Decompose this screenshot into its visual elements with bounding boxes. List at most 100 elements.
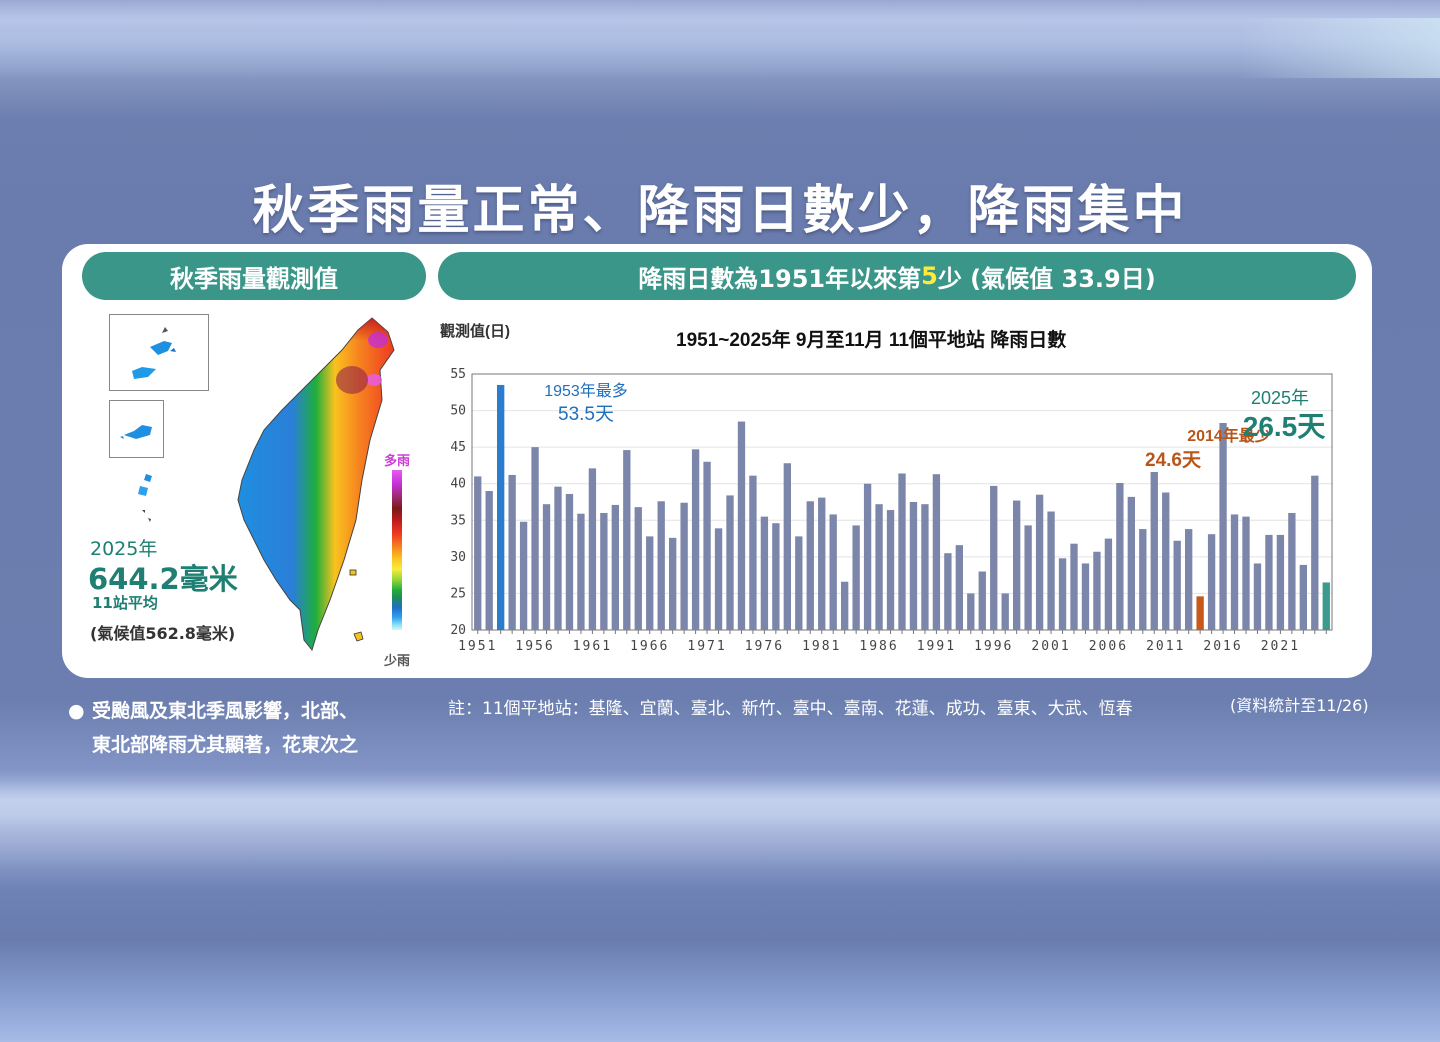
data-bar (783, 463, 792, 630)
data-bar (657, 501, 665, 630)
data-bar (542, 504, 551, 630)
map-inset-penghu (109, 314, 209, 391)
x-tick-label: 2016 (1203, 639, 1242, 654)
data-bar (909, 502, 918, 630)
data-bar (1012, 500, 1021, 630)
station-footnote: 註：11個平地站：基隆、宜蘭、臺北、新竹、臺中、臺南、花蓮、成功、臺東、大武、恆… (448, 699, 1133, 719)
map-rainfall-value: 644.2毫米 (88, 562, 238, 596)
top-decorative-band (0, 0, 1440, 120)
x-tick-label: 1981 (802, 639, 841, 654)
data-cutoff-note: (資料統計至11/26) (1230, 696, 1369, 715)
data-bar (806, 501, 814, 630)
data-bar (840, 581, 849, 630)
rain-days-header-pre: 降雨日數為1951年以來第 (638, 264, 922, 293)
taiwan-rainfall-map-icon (237, 317, 395, 652)
data-bar (1047, 511, 1055, 630)
data-bar (1242, 516, 1250, 630)
data-bar (772, 523, 780, 630)
rainfall-panel-header: 秋季雨量觀測值 (82, 252, 426, 300)
green-island-icon (353, 631, 364, 642)
data-bar (978, 571, 986, 630)
data-bar (1162, 492, 1170, 630)
data-bar (1311, 475, 1319, 630)
summary-line-1: 受颱風及東北季風影響，北部、 (92, 700, 359, 722)
data-bar (932, 474, 941, 630)
data-bar (1058, 558, 1067, 630)
data-bar (1265, 534, 1273, 630)
map-inset-kinmen (109, 400, 164, 458)
bottom-decorative-band (0, 780, 1440, 890)
x-tick-label: 2006 (1089, 639, 1128, 654)
data-bar (646, 536, 654, 630)
annotation-max-value: 53.5天 (558, 404, 614, 425)
data-bar (474, 476, 482, 630)
data-bar (1139, 529, 1147, 630)
map-climate-value: (氣候值562.8毫米) (90, 624, 236, 643)
y-tick-label: 50 (450, 404, 466, 419)
lanyu-island-icon (349, 569, 357, 576)
y-axis-label: 觀測值(日) (440, 322, 510, 340)
data-bar (875, 504, 883, 630)
data-bar (1035, 494, 1044, 630)
x-tick-label: 1956 (515, 639, 554, 654)
x-tick-label: 1976 (745, 639, 784, 654)
data-bar (1230, 514, 1239, 630)
data-bar (588, 468, 597, 630)
x-tick-label: 1986 (859, 639, 898, 654)
x-tick-label: 1991 (917, 639, 956, 654)
data-bar (1127, 496, 1136, 630)
data-bar (611, 504, 620, 630)
rain-days-header-post: 少 (氣候值 33.9日) (937, 264, 1156, 293)
penghu-islands-icon (132, 327, 176, 379)
annotation-current-value: 26.5天 (1243, 411, 1326, 442)
summary-bullet: ● 受颱風及東北季風影響，北部、 東北部降雨尤其顯著，花東次之 (68, 694, 358, 762)
kinmen-island-icon (120, 425, 152, 439)
data-bar (1207, 534, 1216, 630)
x-tick-label: 1961 (573, 639, 612, 654)
data-bar (886, 510, 895, 630)
data-bar (967, 593, 975, 630)
data-bar (1104, 538, 1113, 630)
x-tick-label: 1966 (630, 639, 669, 654)
rain-days-panel-header: 降雨日數為1951年以來第 5 少 (氣候值 33.9日) (438, 252, 1356, 300)
rain-days-bar-chart: 1951~2025年 9月至11月 11個平地站 降雨日數 觀測值(日) 20 25 3… (440, 322, 1333, 654)
data-bar (691, 449, 700, 630)
chart-title: 1951~2025年 9月至11月 11個平地站 降雨日數 (676, 328, 1066, 351)
annotation-max-year: 1953年最多 (544, 382, 628, 400)
data-bar (680, 502, 688, 630)
x-tick-label: 1951 (458, 639, 497, 654)
rainfall-color-legend (392, 470, 402, 630)
data-bar (531, 447, 539, 630)
data-bar (565, 493, 574, 630)
legend-more-rain: 多雨 (384, 454, 411, 469)
data-bar (554, 486, 562, 630)
data-bar-max (496, 384, 505, 630)
bullet-dot-icon: ● (68, 700, 85, 722)
data-bar (898, 473, 906, 630)
data-bar (863, 483, 872, 630)
data-bar (714, 528, 723, 630)
data-bar (737, 421, 746, 630)
content-card: 秋季雨量觀測值 降雨日數為1951年以來第 5 少 (氣候值 33.9日) (62, 244, 1372, 678)
rainfall-map-panel: 多雨 少雨 2025年 644.2毫米 11站平均 (氣候值562.8毫米) (88, 310, 422, 674)
data-bar (955, 545, 964, 630)
data-bar (577, 513, 585, 630)
map-station-note: 11站平均 (92, 594, 158, 612)
y-tick-label: 25 (450, 586, 466, 601)
data-bar (1173, 540, 1181, 630)
data-bar (1024, 525, 1032, 630)
rain-days-header-rank: 5 (921, 262, 938, 290)
data-bar (1093, 551, 1101, 630)
x-tick-label: 2021 (1261, 639, 1300, 654)
data-bar (1001, 593, 1009, 630)
data-bar (634, 507, 642, 630)
data-bar (749, 475, 757, 630)
data-bar (485, 491, 493, 630)
data-bar (600, 512, 608, 630)
data-bar (921, 504, 929, 630)
data-bar (1299, 564, 1308, 630)
data-bar (623, 450, 631, 630)
y-tick-label: 35 (450, 513, 466, 528)
data-bar (1253, 563, 1262, 630)
data-bar (519, 521, 528, 630)
